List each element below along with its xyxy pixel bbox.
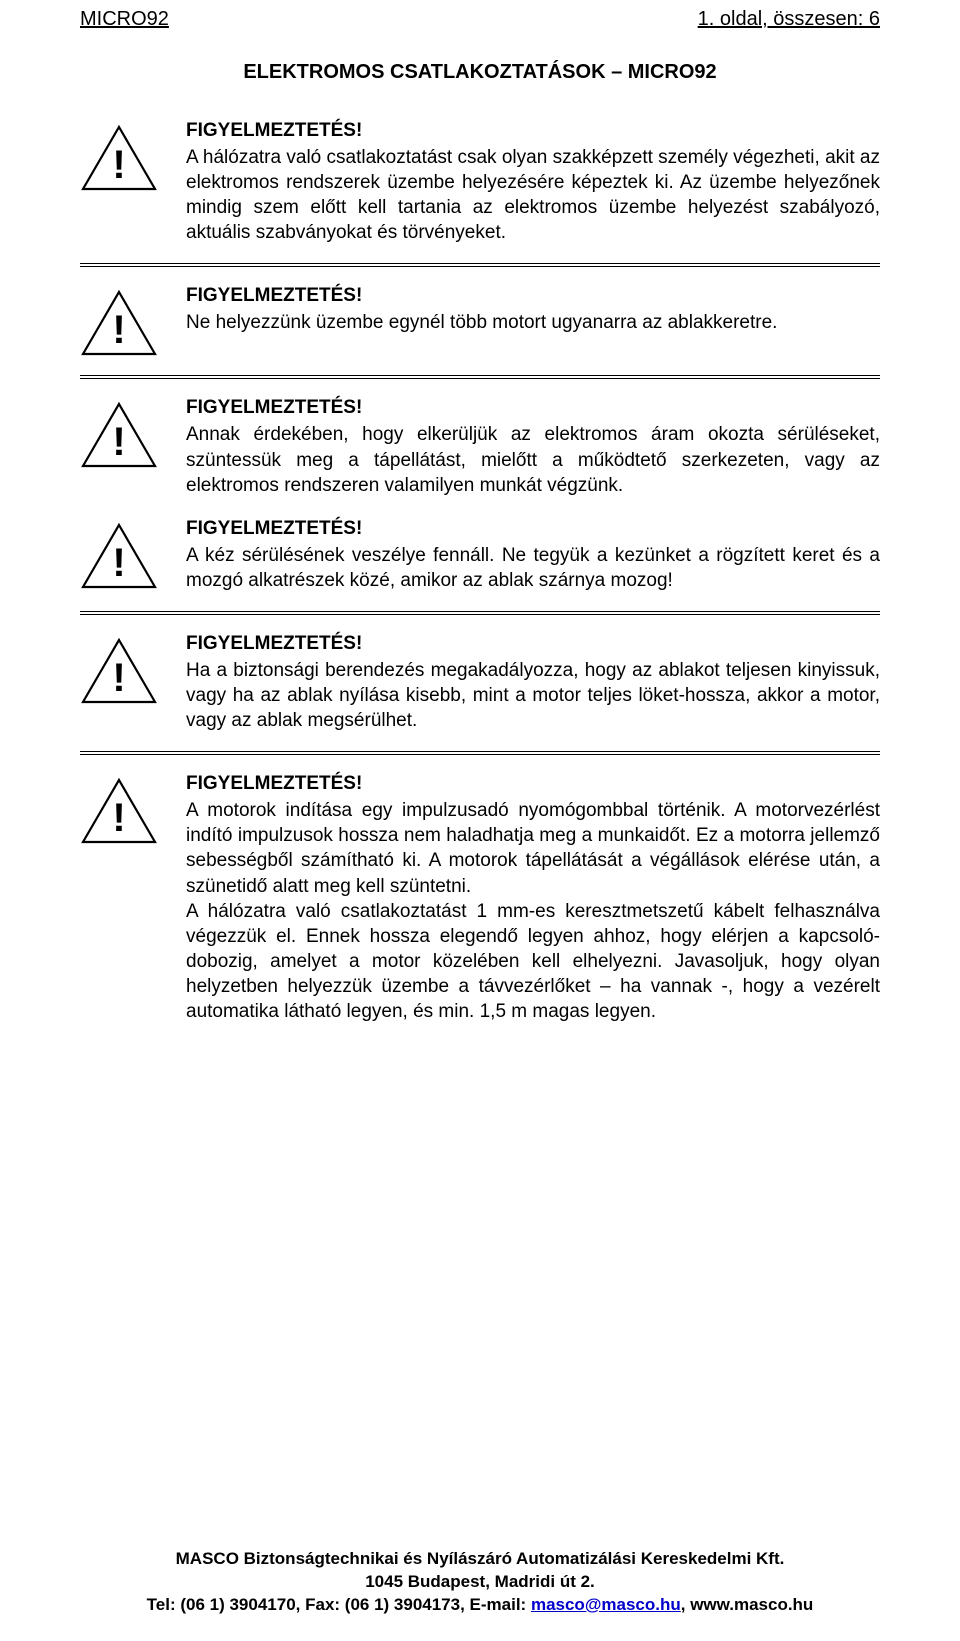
warning-block: ! FIGYELMEZTETÉS! A hálózatra való csatl… [80,118,880,245]
warning-text: FIGYELMEZTETÉS! A motorok indítása egy i… [186,771,880,1024]
warning-heading: FIGYELMEZTETÉS! [186,118,880,143]
warning-block: ! FIGYELMEZTETÉS! A kéz sérülésének vesz… [80,516,880,593]
footer: MASCO Biztonságtechnikai és Nyílászáró A… [0,1548,960,1617]
warning-text: FIGYELMEZTETÉS! Annak érdekében, hogy el… [186,395,880,497]
warning-block: ! FIGYELMEZTETÉS! Ne helyezzünk üzembe e… [80,283,880,357]
svg-text:!: ! [112,308,125,352]
warning-block: ! FIGYELMEZTETÉS! A motorok indítása egy… [80,771,880,1024]
warning-body: A kéz sérülésének veszélye fennáll. Ne t… [186,543,880,593]
warning-triangle-icon: ! [80,283,158,357]
warning-text: FIGYELMEZTETÉS! A hálózatra való csatlak… [186,118,880,245]
svg-text:!: ! [112,420,125,464]
header-right: 1. oldal, összesen: 6 [698,8,880,31]
footer-line-1: MASCO Biztonságtechnikai és Nyílászáró A… [0,1548,960,1571]
warning-heading: FIGYELMEZTETÉS! [186,395,880,420]
header-left: MICRO92 [80,8,169,31]
divider [80,751,880,755]
content-area: ! FIGYELMEZTETÉS! A hálózatra való csatl… [0,118,960,1024]
footer-line-2: 1045 Budapest, Madridi út 2. [0,1571,960,1594]
warning-body: Ne helyezzünk üzembe egynél több motort … [186,310,880,335]
warning-triangle-icon: ! [80,631,158,705]
warning-block: ! FIGYELMEZTETÉS! Ha a biztonsági berend… [80,631,880,733]
footer-contact-post: , www.masco.hu [681,1595,814,1614]
divider [80,375,880,379]
warning-triangle-icon: ! [80,516,158,590]
divider [80,611,880,615]
warning-body: A hálózatra való csatlakoztatást csak ol… [186,145,880,245]
svg-text:!: ! [112,796,125,840]
warning-heading: FIGYELMEZTETÉS! [186,283,880,308]
warning-heading: FIGYELMEZTETÉS! [186,516,880,541]
svg-text:!: ! [112,541,125,585]
footer-contact-pre: Tel: (06 1) 3904170, Fax: (06 1) 3904173… [147,1595,531,1614]
warning-text: FIGYELMEZTETÉS! A kéz sérülésének veszél… [186,516,880,593]
warning-text: FIGYELMEZTETÉS! Ha a biztonsági berendez… [186,631,880,733]
warning-triangle-icon: ! [80,395,158,469]
warning-body: Annak érdekében, hogy elkerüljük az elek… [186,422,880,497]
warning-triangle-icon: ! [80,771,158,845]
warning-body: Ha a biztonsági berendezés megakadályozz… [186,658,880,733]
divider [80,263,880,267]
warning-heading: FIGYELMEZTETÉS! [186,631,880,656]
footer-line-3: Tel: (06 1) 3904170, Fax: (06 1) 3904173… [0,1594,960,1617]
page-title: ELEKTROMOS CSATLAKOZTATÁSOK – MICRO92 [0,61,960,84]
warning-triangle-icon: ! [80,118,158,192]
svg-text:!: ! [112,143,125,187]
warning-text: FIGYELMEZTETÉS! Ne helyezzünk üzembe egy… [186,283,880,335]
svg-text:!: ! [112,656,125,700]
footer-email-link[interactable]: masco@masco.hu [531,1595,681,1614]
warning-heading: FIGYELMEZTETÉS! [186,771,880,796]
warning-block: ! FIGYELMEZTETÉS! Annak érdekében, hogy … [80,395,880,497]
warning-body: A motorok indítása egy impulzusadó nyomó… [186,798,880,1024]
